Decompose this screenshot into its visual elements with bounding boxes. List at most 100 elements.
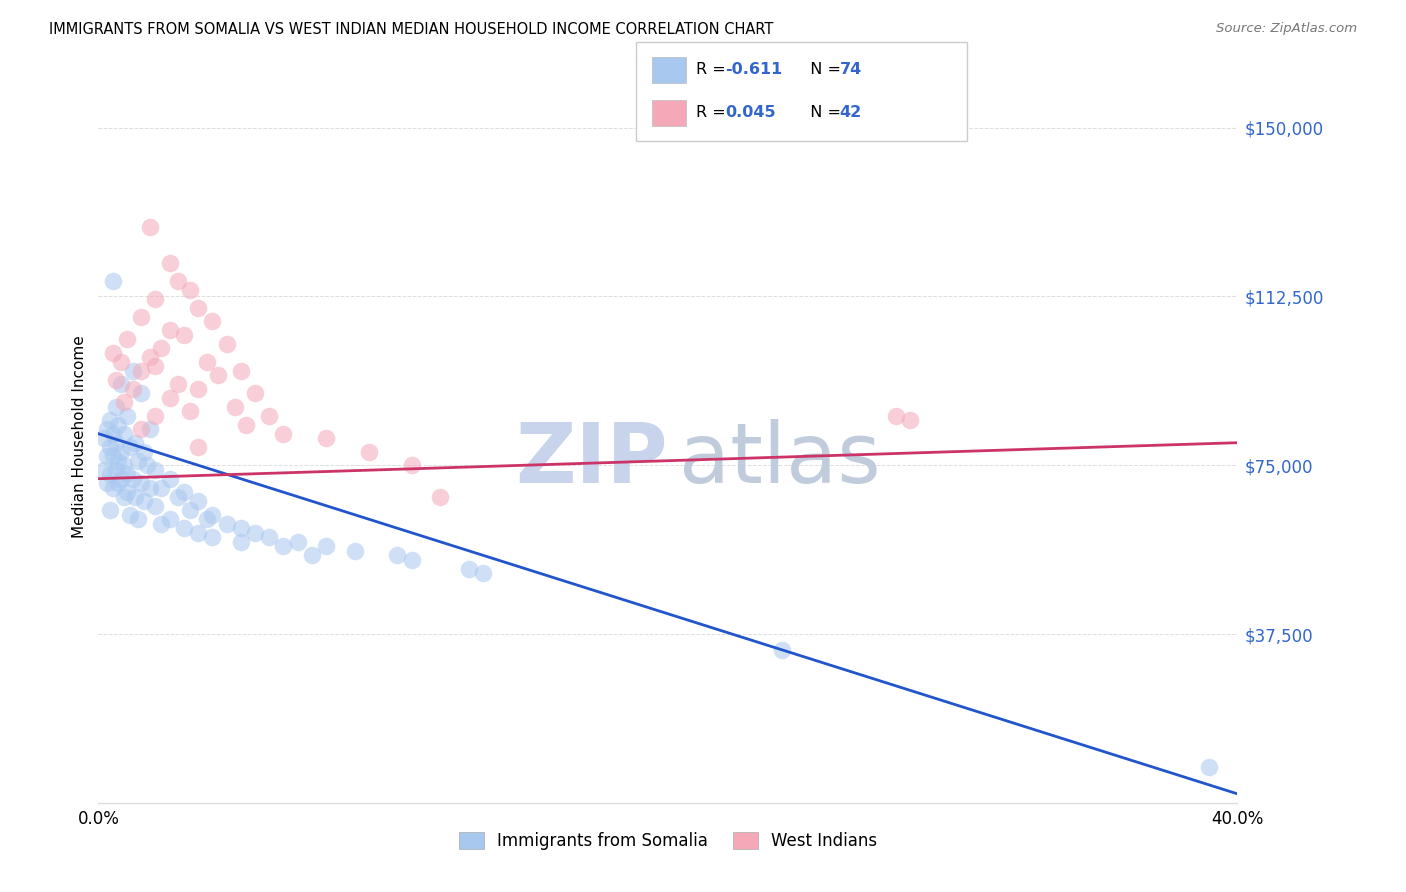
Point [101, 481, 124, 495]
Point [159, 391, 181, 405]
Point [98, 413, 121, 427]
Point [110, 472, 132, 486]
Point [96, 422, 118, 436]
Point [98, 503, 121, 517]
Point [118, 440, 141, 454]
Point [179, 503, 201, 517]
Point [150, 516, 173, 531]
Point [115, 485, 138, 500]
Point [235, 417, 257, 432]
Point [112, 426, 135, 441]
Point [229, 534, 252, 549]
Point [259, 530, 281, 544]
Point [98, 467, 121, 482]
Point [104, 400, 127, 414]
Point [770, 642, 793, 657]
Point [138, 219, 160, 234]
Point [96, 449, 118, 463]
Text: 0.045: 0.045 [725, 105, 776, 120]
Point [110, 444, 132, 458]
Point [343, 543, 366, 558]
Point [129, 310, 152, 324]
Point [243, 525, 266, 540]
Point [173, 485, 195, 500]
Point [101, 345, 124, 359]
Point [357, 444, 380, 458]
Point [110, 354, 132, 368]
Point [150, 341, 173, 355]
Point [229, 364, 252, 378]
Text: atlas: atlas [679, 418, 882, 500]
Point [179, 404, 201, 418]
Point [187, 382, 209, 396]
Point [229, 521, 252, 535]
Text: 42: 42 [839, 105, 862, 120]
Point [110, 377, 132, 392]
Point [215, 516, 238, 531]
Point [167, 274, 190, 288]
Point [138, 350, 160, 364]
Point [401, 458, 423, 473]
Point [273, 539, 295, 553]
Point [112, 458, 135, 473]
Point [429, 490, 451, 504]
Point [132, 494, 155, 508]
Point [107, 417, 129, 432]
Point [96, 476, 118, 491]
Point [173, 327, 195, 342]
Point [884, 409, 907, 423]
Point [273, 426, 295, 441]
Point [127, 453, 149, 467]
Text: R =: R = [696, 62, 731, 78]
Point [121, 364, 143, 378]
Point [107, 453, 129, 467]
Point [201, 530, 224, 544]
Point [129, 476, 152, 491]
Text: 74: 74 [839, 62, 862, 78]
Point [159, 255, 181, 269]
Point [259, 409, 281, 423]
Point [207, 368, 229, 383]
Point [115, 409, 138, 423]
Text: Source: ZipAtlas.com: Source: ZipAtlas.com [1216, 22, 1357, 36]
Point [104, 463, 127, 477]
Point [127, 512, 149, 526]
Text: IMMIGRANTS FROM SOMALIA VS WEST INDIAN MEDIAN HOUSEHOLD INCOME CORRELATION CHART: IMMIGRANTS FROM SOMALIA VS WEST INDIAN M… [49, 22, 773, 37]
Point [898, 413, 921, 427]
Point [115, 467, 138, 482]
Point [121, 382, 143, 396]
Point [187, 301, 209, 315]
Point [132, 444, 155, 458]
Point [138, 481, 160, 495]
Point [145, 359, 167, 374]
Point [179, 283, 201, 297]
Point [104, 373, 127, 387]
Point [159, 512, 181, 526]
Point [195, 354, 218, 368]
Point [104, 435, 127, 450]
Point [287, 534, 309, 549]
Point [129, 364, 152, 378]
Point [167, 490, 190, 504]
Point [124, 435, 146, 450]
Point [1198, 760, 1220, 774]
Y-axis label: Median Household Income: Median Household Income [72, 335, 87, 539]
Point [150, 481, 173, 495]
Point [107, 476, 129, 491]
Point [243, 386, 266, 401]
Point [457, 562, 479, 576]
Point [129, 386, 152, 401]
Point [401, 553, 423, 567]
Point [471, 566, 494, 581]
Point [201, 314, 224, 328]
Text: ZIP: ZIP [516, 418, 668, 500]
Point [201, 508, 224, 522]
Point [145, 409, 167, 423]
Point [145, 292, 167, 306]
Point [215, 336, 238, 351]
Point [93, 431, 115, 445]
Point [135, 458, 157, 473]
Text: N =: N = [800, 105, 846, 120]
Point [101, 426, 124, 441]
Point [173, 521, 195, 535]
